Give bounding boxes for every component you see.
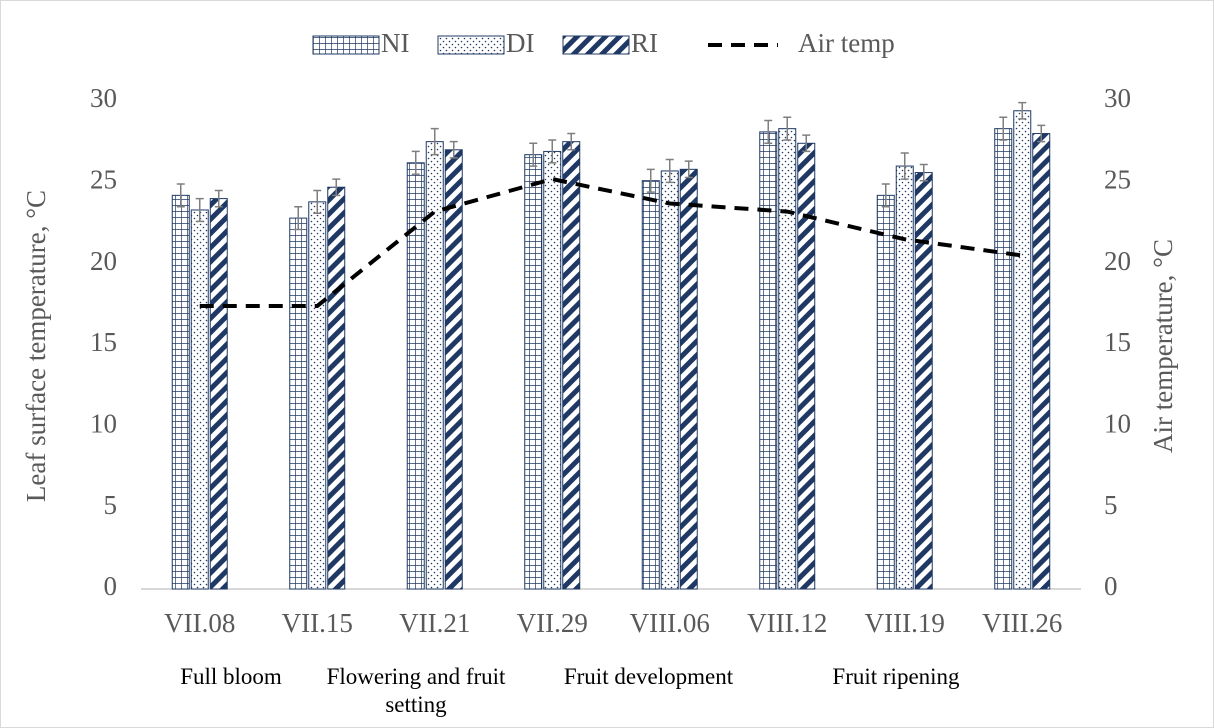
legend-label: NI (381, 28, 410, 58)
bar (190, 209, 209, 590)
legend-swatch (562, 35, 630, 55)
error-bar (665, 158, 674, 184)
error-bar (214, 189, 223, 208)
error-bar (802, 134, 811, 153)
bar (876, 194, 895, 590)
x-tick-label: VIII.06 (630, 608, 710, 638)
bar (641, 180, 660, 590)
bar (524, 154, 543, 590)
y-tick-label: 0 (104, 571, 118, 601)
legend-swatch (312, 35, 380, 55)
bar (759, 131, 778, 590)
error-bar (1037, 124, 1046, 143)
y2-tick-label: 5 (1104, 490, 1118, 520)
y-tick-label: 15 (90, 327, 117, 357)
error-bar (195, 197, 204, 223)
bar (444, 149, 463, 590)
legend-swatch (437, 35, 505, 55)
line-series (199, 177, 1023, 308)
error-bar (430, 127, 439, 156)
y2-tick-label: 30 (1104, 83, 1131, 113)
x-tick-label: VII.15 (282, 608, 353, 638)
error-bar (332, 178, 341, 197)
y2-tick-label: 10 (1104, 409, 1131, 439)
error-bar (881, 183, 890, 208)
y-tick-label: 10 (90, 409, 117, 439)
error-bar (1018, 101, 1027, 120)
y2-tick-label: 20 (1104, 246, 1131, 276)
bar (308, 201, 327, 590)
y-tick-label: 5 (104, 490, 118, 520)
y2-tick-label: 0 (1104, 571, 1118, 601)
error-bar (999, 116, 1008, 141)
bar (425, 141, 444, 590)
annotation: Fruit development (563, 664, 734, 689)
y2-tick-label: 15 (1104, 327, 1131, 357)
error-bar (548, 139, 557, 164)
x-tick-label: VIII.19 (865, 608, 945, 638)
x-tick-label: VII.21 (399, 608, 470, 638)
error-bar (764, 119, 773, 145)
annotation: Fruit ripening (832, 664, 960, 689)
error-bar (684, 160, 693, 179)
bar (562, 141, 581, 590)
bar (660, 170, 679, 590)
bar (543, 150, 562, 590)
x-tick-label: VIII.26 (982, 608, 1062, 638)
bar (327, 186, 346, 590)
annotation: Full bloom (180, 664, 282, 689)
y-axis-title: Leaf surface temperature, °C (21, 190, 51, 502)
legend-label: Air temp (798, 28, 895, 58)
legend-label: DI (506, 28, 535, 58)
bar (797, 142, 816, 590)
y2-tick-label: 25 (1104, 165, 1131, 195)
y-tick-label: 20 (90, 246, 117, 276)
bar (1032, 133, 1051, 590)
error-bar (449, 140, 458, 159)
error-bar (294, 205, 303, 231)
error-bar (919, 163, 928, 182)
error-bar (646, 168, 655, 193)
y-tick-label: 30 (90, 83, 117, 113)
annotation: Flowering and fruit setting (326, 664, 506, 717)
error-bar (313, 189, 322, 214)
error-bar (529, 142, 538, 167)
bar (209, 198, 228, 590)
error-bar (900, 152, 909, 180)
bar (994, 128, 1013, 590)
x-tick-label: VII.29 (517, 608, 588, 638)
error-bar (176, 183, 185, 208)
bar (171, 194, 190, 590)
y2-axis-title: Air temperature, °C (1148, 239, 1178, 453)
bar (914, 172, 933, 590)
error-bar (411, 150, 420, 175)
bar (1013, 110, 1032, 590)
y-tick-label: 25 (90, 165, 117, 195)
bar (679, 168, 698, 590)
x-tick-label: VIII.12 (747, 608, 827, 638)
error-bar (567, 132, 576, 151)
bar (778, 128, 797, 590)
legend-label: RI (631, 28, 658, 58)
bar (289, 217, 308, 590)
bar (895, 165, 914, 590)
error-bar (783, 116, 792, 141)
x-tick-label: VII.08 (164, 608, 235, 638)
